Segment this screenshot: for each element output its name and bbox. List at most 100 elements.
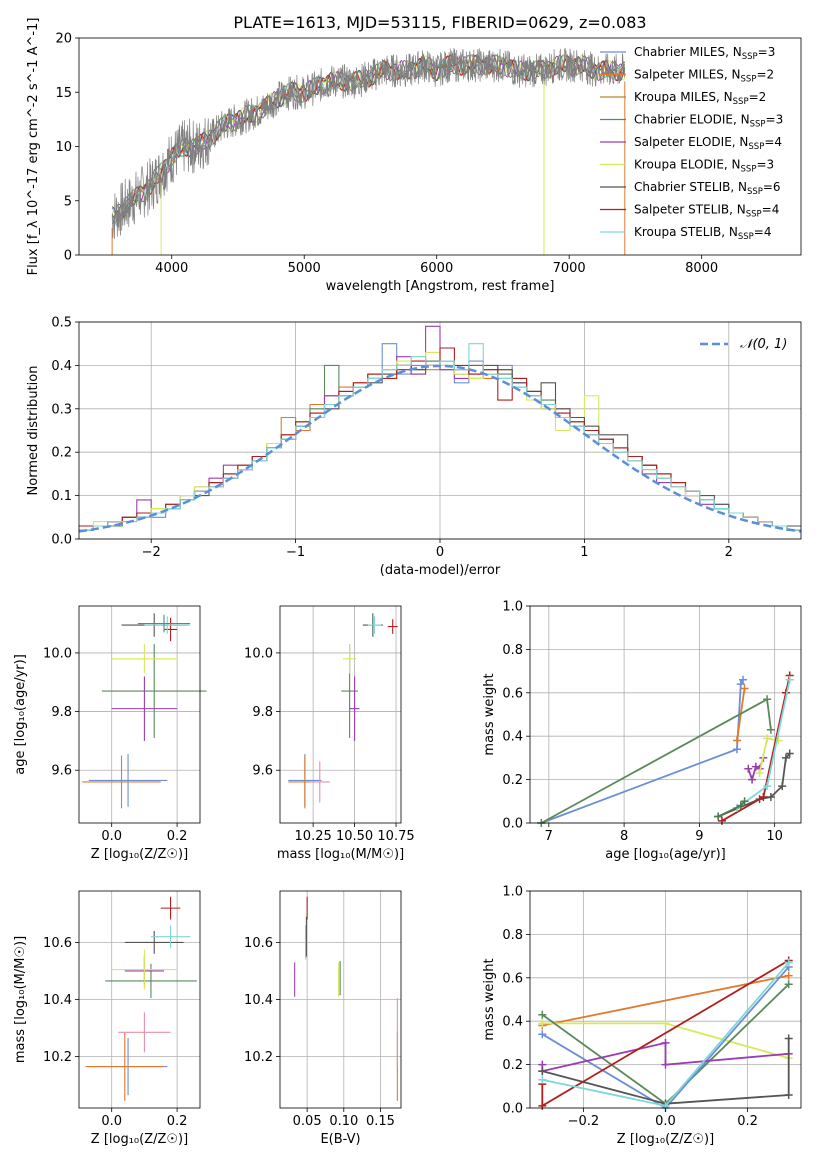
weight-marker xyxy=(785,749,794,758)
y-tick-label: 0.6 xyxy=(502,686,523,701)
x-tick-label: 8 xyxy=(620,829,628,844)
x-axis-label: E(B-V) xyxy=(320,1132,360,1147)
panel-z-weight: −0.2 0.0 0.2 0.0 0.2 0.4 0.6 0.8 1.0 Z [log₁₀(Z/Z… xyxy=(482,885,802,1147)
x-tick-label: 0.0 xyxy=(101,829,122,844)
legend-label: Salpeter MILES, NSSP=2 xyxy=(634,68,774,85)
gridlines xyxy=(79,606,200,823)
y-tick-label: 10.2 xyxy=(43,1050,72,1065)
y-tick-label: 9.6 xyxy=(252,764,273,779)
y-tick-label: 0.4 xyxy=(502,1015,523,1030)
y-axis-label: Flux [f_λ 10^-17 erg cm^-2 s^-1 A^-1] xyxy=(26,18,41,276)
legend-label: Chabrier STELIB, NSSP=6 xyxy=(634,180,781,197)
x-axis-label: Z [log₁₀(Z/Z☉)] xyxy=(91,847,188,862)
weight-marker xyxy=(784,1034,793,1043)
x-tick-label: 4000 xyxy=(155,261,188,276)
y-tick-label: 0 xyxy=(64,249,72,264)
weight-marker xyxy=(763,782,772,791)
axes: −0.2 0.0 0.2 0.0 0.2 0.4 0.6 0.8 1.0 Z [log₁₀(Z/Z… xyxy=(482,885,802,1147)
y-axis-label: Normed distribution xyxy=(26,366,41,496)
errorbar-point xyxy=(164,617,178,642)
x-tick-label: 9 xyxy=(695,829,703,844)
errorbar-point xyxy=(349,676,360,741)
weight-marker xyxy=(538,1019,547,1028)
errorbar-point xyxy=(342,644,357,674)
errorbar-point xyxy=(160,896,181,920)
plot-area xyxy=(537,671,794,827)
weight-marker xyxy=(766,792,775,801)
weight-marker xyxy=(538,1010,547,1019)
y-tick-label: 10.4 xyxy=(244,993,273,1008)
weight-marker xyxy=(739,675,748,684)
weight-marker xyxy=(755,769,764,778)
plot-area xyxy=(82,613,207,809)
y-tick-label: 0.2 xyxy=(502,773,523,788)
errorbar-point xyxy=(111,676,178,741)
x-tick-label: 8000 xyxy=(685,261,718,276)
x-tick-label: 0.0 xyxy=(655,1114,676,1129)
legend: Chabrier MILES, NSSP=3 Salpeter MILES, NS… xyxy=(600,45,783,242)
axes: 7 8 9 10 0.0 0.2 0.4 0.6 0.8 1.0 age [log₁₀(age/yr… xyxy=(482,600,802,862)
axes: 0.05 0.10 0.15 10.2 10.4 10.6 E(B-V) xyxy=(244,890,402,1147)
weight-marker xyxy=(781,753,790,762)
weight-marker xyxy=(714,812,723,821)
panel-z-age: 0.0 0.2 9.6 9.8 10.0 Z [log₁₀(Z/Z☉)] age [log₁… xyxy=(13,605,207,862)
y-tick-label: 10.0 xyxy=(244,646,273,661)
x-axis-label: Z [log₁₀(Z/Z☉)] xyxy=(91,1132,188,1147)
x-tick-label: 0.05 xyxy=(293,1114,322,1129)
x-tick-label: 6000 xyxy=(420,261,453,276)
weight-marker xyxy=(766,725,775,734)
weight-marker xyxy=(778,782,787,791)
y-tick-label: 0.8 xyxy=(502,643,523,658)
legend: 𝒩(0, 1) xyxy=(700,337,787,352)
weight-marker xyxy=(717,816,726,825)
weight-series-line xyxy=(721,675,791,822)
y-tick-label: 10.6 xyxy=(244,936,273,951)
gaussian-curve xyxy=(78,364,802,533)
x-tick-label: 10.75 xyxy=(377,829,414,844)
y-tick-label: 0.0 xyxy=(502,817,523,832)
y-tick-label: 0.4 xyxy=(51,359,72,374)
x-tick-label: 0.10 xyxy=(329,1114,358,1129)
y-tick-label: 0.0 xyxy=(502,1102,523,1117)
axes: 0.0 0.2 9.6 9.8 10.0 Z [log₁₀(Z/Z☉)] age [log₁… xyxy=(13,605,201,862)
errorbar-point xyxy=(82,755,161,809)
plot-area xyxy=(85,896,197,1101)
axes-frame xyxy=(529,605,802,824)
errorbar-point xyxy=(111,949,178,990)
y-tick-label: 0.8 xyxy=(502,928,523,943)
y-tick-label: 0.0 xyxy=(51,533,72,548)
weight-marker xyxy=(661,1019,670,1028)
y-tick-label: 0.2 xyxy=(502,1058,523,1073)
x-tick-label: 5000 xyxy=(288,261,321,276)
weight-marker xyxy=(661,1060,670,1069)
errorbar-point xyxy=(367,616,382,634)
weight-marker xyxy=(784,1090,793,1099)
y-tick-label: 9.8 xyxy=(252,705,273,720)
weight-marker xyxy=(784,980,793,989)
plot-area xyxy=(294,896,398,1101)
x-tick-label: −2 xyxy=(142,545,161,560)
y-tick-label: 9.8 xyxy=(51,705,72,720)
x-tick-label: 0.2 xyxy=(737,1114,758,1129)
plot-area xyxy=(111,48,626,255)
legend-label: Chabrier ELODIE, NSSP=3 xyxy=(634,113,783,130)
y-tick-label: 0.6 xyxy=(502,971,523,986)
weight-marker xyxy=(538,1101,547,1110)
weight-marker xyxy=(538,1030,547,1039)
legend-label: Kroupa MILES, NSSP=2 xyxy=(634,90,766,107)
x-tick-label: 10.25 xyxy=(295,829,332,844)
errorbar-point xyxy=(144,616,191,634)
weight-marker xyxy=(736,801,745,810)
y-tick-label: 10.6 xyxy=(43,936,72,951)
axes: −2 −1 0 1 2 0.0 0.1 0.2 0.3 0.4 0.5 (data-model)/er… xyxy=(26,316,802,578)
x-tick-label: 7 xyxy=(545,829,553,844)
x-tick-label: 0.15 xyxy=(366,1114,395,1129)
gridlines xyxy=(79,891,200,1108)
panel-age-weight: 7 8 9 10 0.0 0.2 0.4 0.6 0.8 1.0 age [log₁₀(age/yr… xyxy=(482,600,802,862)
gridlines xyxy=(280,891,401,1108)
x-tick-label: 1 xyxy=(580,545,588,560)
y-axis-label: mass weight xyxy=(482,958,497,1040)
legend-label: 𝒩(0, 1) xyxy=(740,337,787,352)
errorbar-point xyxy=(137,614,191,633)
